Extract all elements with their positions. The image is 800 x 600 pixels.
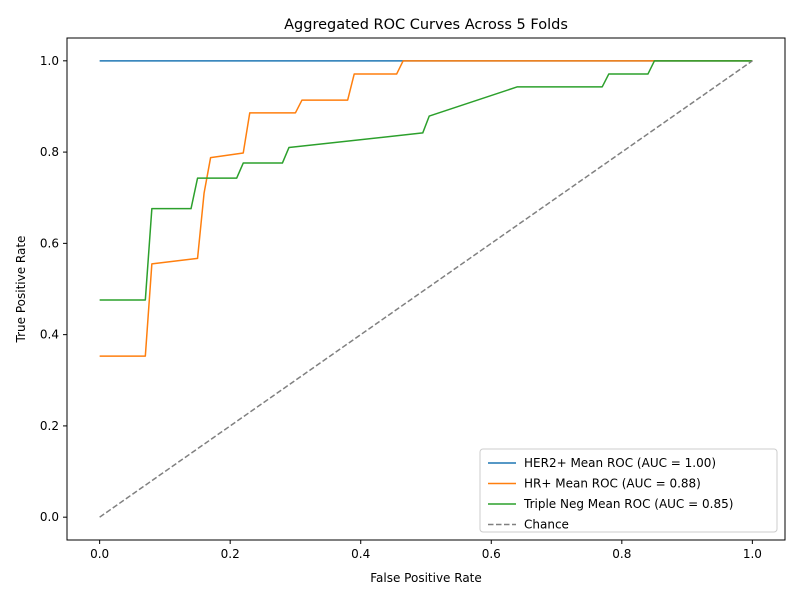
x-axis-label: False Positive Rate — [370, 571, 482, 585]
y-axis-label: True Positive Rate — [14, 236, 28, 344]
legend-label: Chance — [524, 518, 569, 532]
x-tick-label: 0.0 — [90, 547, 109, 561]
x-tick-label: 0.8 — [612, 547, 631, 561]
y-axis: 0.0 0.2 0.4 0.6 0.8 1.0 — [40, 54, 67, 524]
x-tick-label: 0.4 — [351, 547, 370, 561]
legend-box — [479, 448, 778, 533]
plot-area — [99, 60, 753, 518]
y-tick-label: 1.0 — [40, 54, 59, 68]
legend-label: Triple Neg Mean ROC (AUC = 0.85) — [523, 497, 733, 511]
y-tick-label: 0.8 — [40, 145, 59, 159]
series-line-2 — [99, 60, 753, 301]
x-tick-label: 1.0 — [743, 547, 762, 561]
chart-title: Aggregated ROC Curves Across 5 Folds — [284, 17, 568, 33]
legend-label: HER2+ Mean ROC (AUC = 1.00) — [524, 456, 716, 470]
x-tick-label: 0.2 — [221, 547, 240, 561]
y-tick-label: 0.2 — [40, 419, 59, 433]
x-tick-label: 0.6 — [482, 547, 501, 561]
x-axis: 0.0 0.2 0.4 0.6 0.8 1.0 — [90, 540, 762, 561]
plot-frame — [66, 37, 786, 541]
y-tick-label: 0.4 — [40, 328, 59, 342]
series-line-1 — [99, 60, 753, 357]
series-line-3 — [99, 60, 753, 518]
y-tick-label: 0.0 — [40, 510, 59, 524]
y-tick-label: 0.6 — [40, 236, 59, 250]
legend: HER2+ Mean ROC (AUC = 1.00) HR+ Mean ROC … — [479, 448, 778, 533]
legend-label: HR+ Mean ROC (AUC = 0.88) — [524, 477, 701, 491]
